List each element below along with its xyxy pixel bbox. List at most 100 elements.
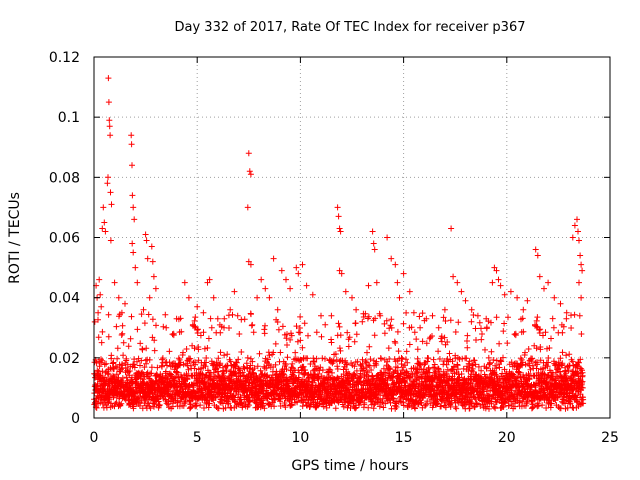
data-point-band <box>299 344 306 351</box>
data-point-band <box>195 346 202 353</box>
data-point-band <box>357 374 364 381</box>
data-point-band <box>227 358 234 365</box>
data-point-band <box>205 404 212 411</box>
data-point-band <box>376 403 383 410</box>
data-point-band <box>463 355 470 362</box>
data-point <box>336 225 343 232</box>
data-point-band <box>435 348 442 355</box>
data-point-band <box>351 338 358 345</box>
data-point-band <box>287 336 294 343</box>
data-point-band <box>256 350 263 357</box>
data-point-band <box>318 333 325 340</box>
data-point-band <box>213 359 220 366</box>
data-point-band <box>319 355 326 362</box>
data-point <box>107 189 114 196</box>
data-point-band <box>323 404 330 411</box>
data-point-band <box>274 319 281 325</box>
y-tick-label: 0.04 <box>49 291 80 307</box>
data-point-band <box>185 366 192 373</box>
data-point <box>520 306 527 313</box>
data-point-band <box>468 318 475 325</box>
data-point-band <box>114 345 121 352</box>
data-point-band <box>452 329 459 335</box>
data-point-band <box>261 363 268 370</box>
y-tick-label: 0.1 <box>58 110 80 126</box>
data-point-band <box>151 347 158 354</box>
data-point-band <box>254 363 261 370</box>
data-point <box>105 75 112 82</box>
data-point-band <box>378 399 384 406</box>
data-point-band <box>294 399 301 406</box>
data-point-band <box>245 382 252 389</box>
data-point-band <box>200 329 207 336</box>
data-point-band <box>113 371 120 378</box>
data-point <box>148 243 155 250</box>
data-point-band <box>578 331 585 337</box>
data-point-band <box>187 355 194 362</box>
data-point-band <box>154 364 161 371</box>
data-point-band <box>251 380 258 386</box>
data-point <box>394 279 401 286</box>
data-point <box>501 291 508 298</box>
data-point-band <box>174 369 181 376</box>
data-point-band <box>195 326 201 333</box>
data-point-band <box>119 322 126 329</box>
data-point-band <box>105 371 112 378</box>
data-point-band <box>545 355 552 361</box>
data-point-band <box>501 320 508 327</box>
data-point <box>406 288 413 295</box>
data-point-band <box>559 349 566 356</box>
data-point <box>146 294 153 301</box>
data-point <box>468 306 475 313</box>
data-point <box>489 279 496 286</box>
data-point-band <box>364 369 371 376</box>
data-point-band <box>304 355 311 362</box>
x-tick-label: 20 <box>498 430 516 446</box>
data-point-band <box>300 363 307 370</box>
data-point <box>144 255 151 262</box>
data-point-band <box>352 382 359 389</box>
data-point <box>303 282 310 289</box>
data-point <box>578 294 585 301</box>
data-point-band <box>173 369 180 376</box>
data-point-band <box>178 328 185 335</box>
data-point-band <box>419 310 426 317</box>
data-point <box>384 234 391 241</box>
data-point-band <box>332 405 339 412</box>
data-point-band <box>98 339 105 346</box>
data-point-band <box>337 332 344 339</box>
data-point-band <box>262 322 268 329</box>
data-point-band <box>356 402 362 409</box>
data-point-band <box>105 311 112 318</box>
data-point <box>569 234 576 241</box>
data-point <box>576 237 582 244</box>
data-point-band <box>120 352 127 359</box>
data-point-band <box>305 332 311 339</box>
data-point <box>322 321 329 328</box>
data-point-band <box>180 402 187 409</box>
data-point-band <box>559 329 566 336</box>
data-point <box>287 285 294 292</box>
data-point <box>575 228 581 235</box>
data-point <box>214 315 221 322</box>
data-point <box>359 318 366 325</box>
data-point-band <box>149 316 156 323</box>
data-point <box>105 174 111 181</box>
data-point-band <box>345 343 352 350</box>
data-point-band <box>131 364 138 371</box>
data-point-band <box>313 329 320 336</box>
data-point-band <box>114 364 121 371</box>
data-point-band <box>403 309 410 316</box>
data-point-band <box>292 349 299 356</box>
data-point-band <box>317 364 324 371</box>
data-point-band <box>447 317 454 324</box>
data-point-band <box>266 361 272 367</box>
data-point-band <box>193 402 200 409</box>
data-point-band <box>478 325 484 332</box>
data-point <box>299 261 306 268</box>
data-point-band <box>261 405 268 412</box>
data-point-band <box>360 365 367 372</box>
data-point-band <box>151 337 158 344</box>
data-point <box>200 309 207 316</box>
data-point <box>132 264 139 271</box>
